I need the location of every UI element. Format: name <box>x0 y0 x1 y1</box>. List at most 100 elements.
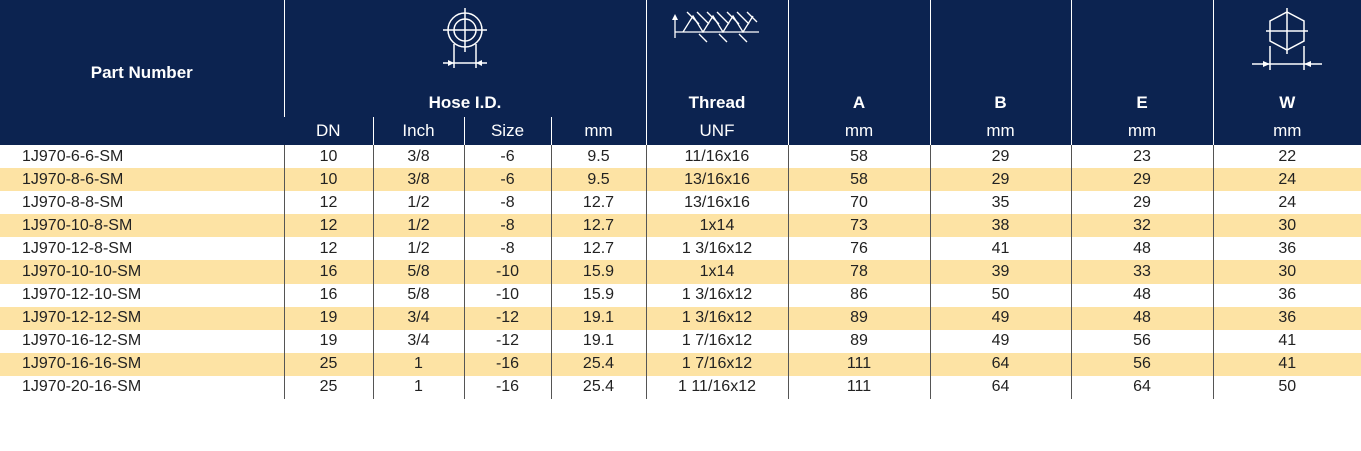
part-number-cell: 1J970-10-10-SM <box>0 260 284 284</box>
b-cell: 41 <box>929 237 1071 261</box>
hose-mm-cell: 15.9 <box>550 283 646 307</box>
table-row: 1J970-8-6-SM 10 3/8 -6 9.5 13/16x16 58 29 29 24 <box>0 168 1361 192</box>
table-row: 1J970-8-8-SM 12 1/2 -8 12.7 13/16x16 70 35 29 24 <box>0 191 1361 215</box>
size-cell: -16 <box>463 352 551 376</box>
w-header: W <box>1212 0 1361 117</box>
thread-label: Thread <box>688 93 746 112</box>
sub-header-hose-mm: mm <box>550 117 646 145</box>
sub-header-size: Size <box>463 117 551 145</box>
table-row: 1J970-10-10-SM 16 5/8 -10 15.9 1x14 78 39 33 30 <box>0 260 1361 284</box>
b-cell: 64 <box>929 375 1071 400</box>
part-number-cell: 1J970-12-8-SM <box>22 239 133 257</box>
a-cell: 58 <box>787 145 930 169</box>
hose-mm-cell: 25.4 <box>550 375 646 400</box>
size-cell: -12 <box>463 306 551 330</box>
b-cell: 38 <box>929 214 1071 238</box>
thread-cell: 13/16x16 <box>645 191 788 215</box>
inch-cell: 1/2 <box>372 214 464 238</box>
hose-mm-cell: 9.5 <box>550 145 646 169</box>
b-cell: 29 <box>929 168 1071 192</box>
inch-cell: 3/4 <box>372 329 464 353</box>
hose-mm-cell: 25.4 <box>550 352 646 376</box>
a-cell: 111 <box>787 352 930 376</box>
inch-cell: 1/2 <box>372 191 464 215</box>
size-cell: -8 <box>463 191 551 215</box>
w-cell: 24 <box>1212 191 1361 215</box>
b-cell: 49 <box>929 329 1071 353</box>
hose-mm-cell: 12.7 <box>550 214 646 238</box>
inch-cell: 3/8 <box>372 145 464 169</box>
a-header: A <box>787 0 930 117</box>
thread-cell: 1 7/16x12 <box>645 352 788 376</box>
dn-cell: 12 <box>283 237 373 261</box>
dn-cell: 10 <box>283 145 373 169</box>
dn-cell: 12 <box>283 214 373 238</box>
thread-icon <box>669 6 765 51</box>
part-number-cell: 1J970-12-10-SM <box>22 286 142 304</box>
hose-mm-cell: 12.7 <box>550 191 646 215</box>
b-cell: 29 <box>929 145 1071 169</box>
dn-cell: 25 <box>283 375 373 400</box>
part-number-cell: 1J970-8-8-SM <box>22 193 124 211</box>
a-cell: 73 <box>787 214 930 238</box>
e-cell: 32 <box>1070 214 1213 238</box>
part-number-cell: 1J970-8-6-SM <box>0 168 284 192</box>
thread-cell: 1 3/16x12 <box>645 306 788 330</box>
sub-header-a-mm: mm <box>787 117 930 145</box>
dn-cell: 10 <box>283 168 373 192</box>
e-cell: 48 <box>1070 283 1213 307</box>
w-cell: 41 <box>1212 352 1361 376</box>
a-cell: 89 <box>787 306 930 330</box>
dn-cell: 16 <box>283 283 373 307</box>
size-cell: -12 <box>463 329 551 353</box>
e-cell: 56 <box>1070 329 1213 353</box>
w-cell: 24 <box>1212 168 1361 192</box>
hose-id-icon <box>425 6 505 81</box>
b-cell: 35 <box>929 191 1071 215</box>
w-cell: 30 <box>1212 260 1361 284</box>
inch-cell: 5/8 <box>372 260 464 284</box>
sub-header-b-mm: mm <box>929 117 1071 145</box>
thread-cell: 1 7/16x12 <box>645 329 788 353</box>
dn-cell: 19 <box>283 329 373 353</box>
table-row: 1J970-12-12-SM 19 3/4 -12 19.1 1 3/16x12 89 49 4… <box>0 306 1361 330</box>
part-number-cell: 1J970-20-16-SM <box>22 378 142 396</box>
b-header: B <box>929 0 1071 117</box>
table-row: 1J970-16-12-SM 19 3/4 -12 19.1 1 7/16x12 89 49 5… <box>0 329 1361 353</box>
table-row: 1J970-12-8-SM 12 1/2 -8 12.7 1 3/16x12 76 41 48 3… <box>0 237 1361 261</box>
table-header: Part Number <box>0 0 1361 145</box>
table-row: 1J970-10-8-SM 12 1/2 -8 12.7 1x14 73 38 32 30 <box>0 214 1361 238</box>
e-header: E <box>1070 0 1213 117</box>
dn-cell: 25 <box>283 352 373 376</box>
e-cell: 48 <box>1070 237 1213 261</box>
sub-header-unf: UNF <box>645 117 788 145</box>
sub-header-e-mm: mm <box>1070 117 1213 145</box>
thread-cell: 1 3/16x12 <box>645 283 788 307</box>
hex-width-icon <box>1242 6 1332 81</box>
w-cell: 22 <box>1212 145 1361 169</box>
dn-cell: 19 <box>283 306 373 330</box>
e-cell: 29 <box>1070 168 1213 192</box>
size-cell: -10 <box>463 283 551 307</box>
spec-table: Part Number <box>0 0 1361 400</box>
table-row: 1J970-16-16-SM 25 1 -16 25.4 1 7/16x12 111 64 56… <box>0 352 1361 376</box>
sub-header-dn: DN <box>284 117 373 145</box>
b-cell: 39 <box>929 260 1071 284</box>
part-number-header: Part Number <box>0 0 284 145</box>
size-cell: -6 <box>463 168 551 192</box>
e-cell: 23 <box>1070 145 1213 169</box>
w-label: W <box>1279 93 1296 112</box>
table-row: 1J970-12-10-SM 16 5/8 -10 15.9 1 3/16x12 86 50 4… <box>0 283 1361 307</box>
w-cell: 36 <box>1212 283 1361 307</box>
table-row: 1J970-6-6-SM 10 3/8 -6 9.5 11/16x16 58 29 23 22 <box>0 145 1361 169</box>
size-cell: -6 <box>463 145 551 169</box>
e-cell: 48 <box>1070 306 1213 330</box>
e-cell: 64 <box>1070 375 1213 400</box>
thread-cell: 13/16x16 <box>645 168 788 192</box>
table-body: 1J970-6-6-SM 10 3/8 -6 9.5 11/16x16 58 29 23 22 1J… <box>0 145 1361 400</box>
w-cell: 36 <box>1212 306 1361 330</box>
size-cell: -16 <box>463 375 551 400</box>
w-cell: 30 <box>1212 214 1361 238</box>
hose-mm-cell: 19.1 <box>550 329 646 353</box>
a-cell: 76 <box>787 237 930 261</box>
